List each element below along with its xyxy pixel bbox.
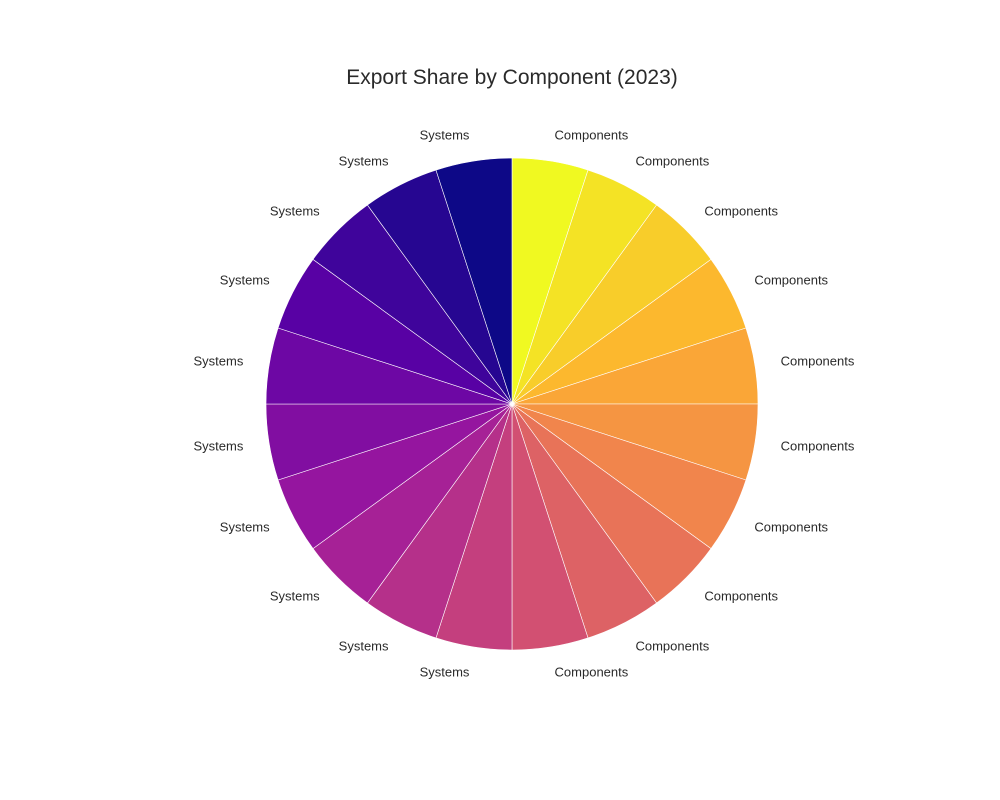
pie-slice-label: Systems: [420, 127, 470, 142]
pie-slice-label: Systems: [270, 588, 320, 603]
pie-slice-label: Systems: [339, 638, 389, 653]
pie-slice-label: Components: [555, 127, 629, 142]
pie-slice-label: Systems: [194, 353, 244, 368]
chart-title: Export Share by Component (2023): [346, 66, 678, 89]
pie-slice-label: Components: [704, 204, 778, 219]
pie-slice-label: Components: [635, 154, 709, 169]
pie-labels: Components Components Components Components…: [194, 127, 855, 679]
pie-slice-label: Components: [555, 665, 629, 680]
pie-slice-label: Systems: [220, 519, 270, 534]
pie-slice-label: Components: [781, 439, 855, 454]
pie-slice: [435, 157, 513, 405]
pie-slice-label: Components: [635, 638, 709, 653]
pie-slice-label: Systems: [420, 665, 470, 680]
pie-slice-label: Components: [754, 519, 828, 534]
pie-slice-label: Components: [781, 353, 855, 368]
pie-slice-label: Systems: [270, 204, 320, 219]
pie-slice-label: Systems: [220, 273, 270, 288]
pie-slice-label: Components: [704, 588, 778, 603]
pie-slice-label: Systems: [339, 154, 389, 169]
pie-slice-label: Systems: [194, 439, 244, 454]
pie-slices: [265, 157, 759, 651]
pie-slice-label: Components: [754, 273, 828, 288]
